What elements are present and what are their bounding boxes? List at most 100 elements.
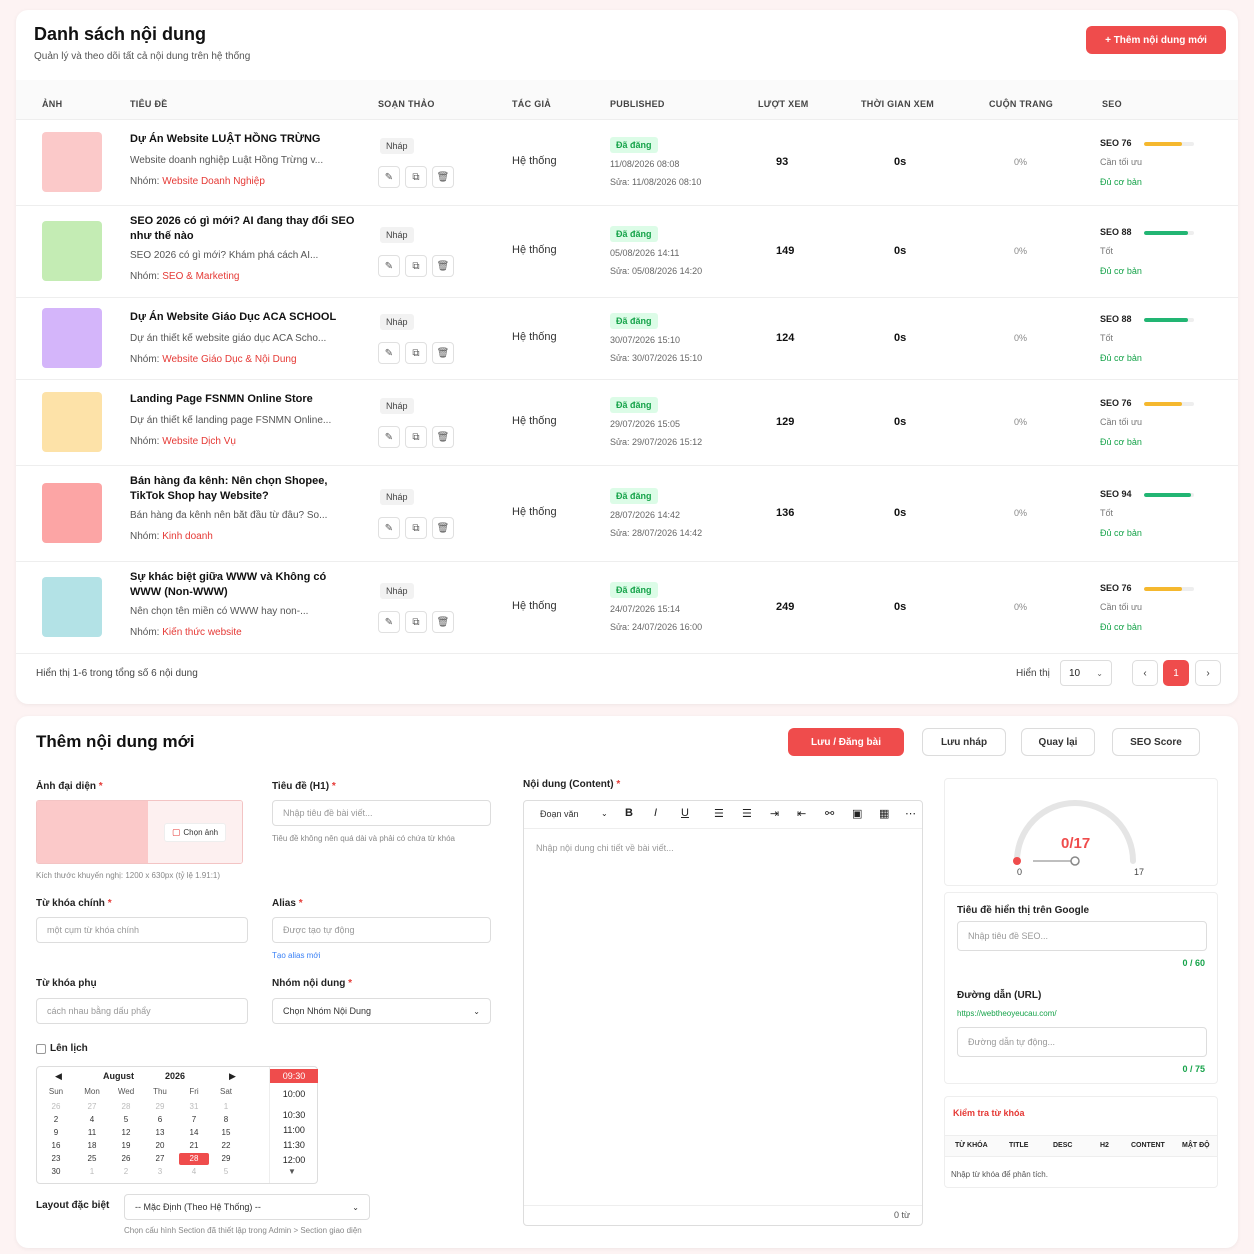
row-group-link[interactable]: SEO & Marketing xyxy=(162,271,240,282)
row-title[interactable]: Landing Page FSNMN Online Store xyxy=(130,393,313,405)
row-group-link[interactable]: Website Doanh Nghiệp xyxy=(162,176,265,187)
calendar-day[interactable]: 26 xyxy=(121,1154,131,1163)
edit-button[interactable]: ✎ xyxy=(378,426,400,448)
time-option[interactable]: 12:00 xyxy=(282,1155,306,1165)
year-select[interactable]: 2026 xyxy=(165,1071,186,1081)
calendar-day[interactable]: 5 xyxy=(223,1167,229,1176)
table-row[interactable] xyxy=(16,120,1238,206)
duplicate-button[interactable]: ⧉ xyxy=(405,342,427,364)
calendar-day[interactable]: 3 xyxy=(157,1167,163,1176)
calendar-day[interactable]: 19 xyxy=(121,1141,131,1150)
calendar-day[interactable]: 5 xyxy=(123,1115,129,1124)
url-input[interactable]: Đường dẫn tự động... xyxy=(957,1027,1207,1057)
prev-month-icon[interactable]: ◀ xyxy=(55,1071,62,1081)
save-draft-button[interactable]: Lưu nháp xyxy=(922,728,1006,756)
page-size-select[interactable]: 10 ⌄ xyxy=(1060,660,1112,686)
calendar-day[interactable]: 28 xyxy=(121,1102,131,1111)
calendar-day[interactable]: 7 xyxy=(191,1115,197,1124)
row-group-link[interactable]: Website Giáo Dục & Nội Dung xyxy=(162,354,297,365)
delete-button[interactable]: 🗑 xyxy=(432,166,454,188)
month-select[interactable]: August xyxy=(103,1071,134,1081)
delete-button[interactable]: 🗑 xyxy=(432,426,454,448)
delete-button[interactable]: 🗑 xyxy=(432,611,454,633)
calendar-day[interactable]: 4 xyxy=(191,1167,197,1176)
paragraph-select[interactable]: Đoạn văn xyxy=(540,809,579,819)
edit-button[interactable]: ✎ xyxy=(378,166,400,188)
calendar-day[interactable]: 27 xyxy=(155,1154,165,1163)
row-title[interactable]: Sự khác biệt giữa WWW và Không có WWW (N… xyxy=(130,571,327,598)
bold-icon[interactable]: B xyxy=(625,807,633,819)
group-select[interactable]: Chọn Nhóm Nội Dung ⌄ xyxy=(272,998,491,1024)
duplicate-button[interactable]: ⧉ xyxy=(405,166,427,188)
calendar-day[interactable]: 4 xyxy=(89,1115,95,1124)
calendar-day[interactable]: 14 xyxy=(189,1128,199,1137)
time-option[interactable]: 10:30 xyxy=(282,1110,306,1120)
calendar-day[interactable]: 1 xyxy=(223,1102,229,1111)
calendar-day[interactable]: 2 xyxy=(53,1115,59,1124)
row-title[interactable]: Bán hàng đa kênh: Nên chọn Shopee, TikTo… xyxy=(130,475,328,502)
content-textarea[interactable]: Nhập nội dung chi tiết về bài viết... xyxy=(536,843,674,853)
keyword-input[interactable]: một cụm từ khóa chính xyxy=(36,917,248,943)
bullet-list-icon[interactable]: ☰ xyxy=(714,808,724,820)
table-row[interactable] xyxy=(16,298,1238,380)
image-upload-area[interactable]: ▢ Chọn ảnh xyxy=(36,800,243,864)
sub-keyword-input[interactable]: cách nhau bằng dấu phẩy xyxy=(36,998,248,1024)
edit-button[interactable]: ✎ xyxy=(378,611,400,633)
more-icon[interactable]: ⋯ xyxy=(905,808,916,820)
scroll-down-icon[interactable]: ▼ xyxy=(288,1167,296,1176)
time-option[interactable]: 11:30 xyxy=(283,1140,305,1150)
link-icon[interactable]: ⚯ xyxy=(825,808,835,820)
add-content-button[interactable]: + Thêm nội dung mới xyxy=(1086,26,1226,54)
edit-button[interactable]: ✎ xyxy=(378,517,400,539)
calendar-day[interactable]: 31 xyxy=(189,1102,199,1111)
duplicate-button[interactable]: ⧉ xyxy=(405,255,427,277)
row-title[interactable]: Dự Án Website LUẬT HỒNG TRỪNG xyxy=(130,133,321,145)
delete-button[interactable]: 🗑 xyxy=(432,517,454,539)
underline-icon[interactable]: U xyxy=(681,807,689,819)
create-alias-link[interactable]: Tạo alias mới xyxy=(272,951,321,960)
row-group-link[interactable]: Website Dịch Vụ xyxy=(162,436,236,447)
table-icon[interactable]: ▦ xyxy=(879,808,890,820)
duplicate-button[interactable]: ⧉ xyxy=(405,611,427,633)
layout-select[interactable]: -- Mặc Định (Theo Hệ Thống) -- ⌄ xyxy=(124,1194,370,1220)
calendar-day[interactable]: 11 xyxy=(87,1128,97,1137)
seo-score-button[interactable]: SEO Score xyxy=(1112,728,1200,756)
calendar-day[interactable]: 30 xyxy=(51,1167,61,1176)
calendar-day[interactable]: 6 xyxy=(157,1115,163,1124)
page-button-current[interactable]: 1 xyxy=(1163,660,1189,686)
alias-input[interactable]: Được tạo tự động xyxy=(272,917,491,943)
back-button[interactable]: Quay lại xyxy=(1021,728,1095,756)
calendar-day[interactable]: 27 xyxy=(87,1102,97,1111)
title-input[interactable]: Nhập tiêu đề bài viết... xyxy=(272,800,491,826)
table-row[interactable] xyxy=(16,380,1238,466)
schedule-checkbox[interactable] xyxy=(36,1043,46,1054)
indent-icon[interactable]: ⇥ xyxy=(770,808,780,820)
save-publish-button[interactable]: Lưu / Đăng bài xyxy=(788,728,904,756)
calendar-day[interactable]: 16 xyxy=(51,1141,61,1150)
time-option[interactable]: 11:00 xyxy=(283,1125,305,1135)
calendar-day[interactable]: 8 xyxy=(223,1115,229,1124)
calendar-day[interactable]: 1 xyxy=(89,1167,95,1176)
calendar-day[interactable]: 2 xyxy=(123,1167,129,1176)
calendar-day[interactable]: 23 xyxy=(51,1154,61,1163)
calendar-day[interactable]: 13 xyxy=(155,1128,165,1137)
row-title[interactable]: SEO 2026 có gì mới? AI đang thay đổi SEO… xyxy=(130,215,355,242)
image-icon[interactable]: ▣ xyxy=(852,808,863,820)
calendar-day[interactable]: 26 xyxy=(51,1102,61,1111)
edit-button[interactable]: ✎ xyxy=(378,255,400,277)
calendar-day[interactable]: 29 xyxy=(221,1154,231,1163)
edit-button[interactable]: ✎ xyxy=(378,342,400,364)
row-group-link[interactable]: Kinh doanh xyxy=(162,531,213,542)
time-option[interactable]: 09:30 xyxy=(270,1069,318,1083)
calendar-day[interactable]: 28 xyxy=(179,1153,209,1165)
next-page-button[interactable]: › xyxy=(1195,660,1221,686)
calendar-day[interactable]: 20 xyxy=(155,1141,165,1150)
italic-icon[interactable]: I xyxy=(654,807,658,819)
schedule-checkbox-row[interactable]: Lên lịch xyxy=(36,1043,88,1054)
next-month-icon[interactable]: ▶ xyxy=(229,1071,236,1081)
calendar-day[interactable]: 15 xyxy=(221,1128,231,1137)
prev-page-button[interactable]: ‹ xyxy=(1132,660,1158,686)
table-row[interactable] xyxy=(16,562,1238,654)
table-row[interactable] xyxy=(16,206,1238,298)
delete-button[interactable]: 🗑 xyxy=(432,255,454,277)
